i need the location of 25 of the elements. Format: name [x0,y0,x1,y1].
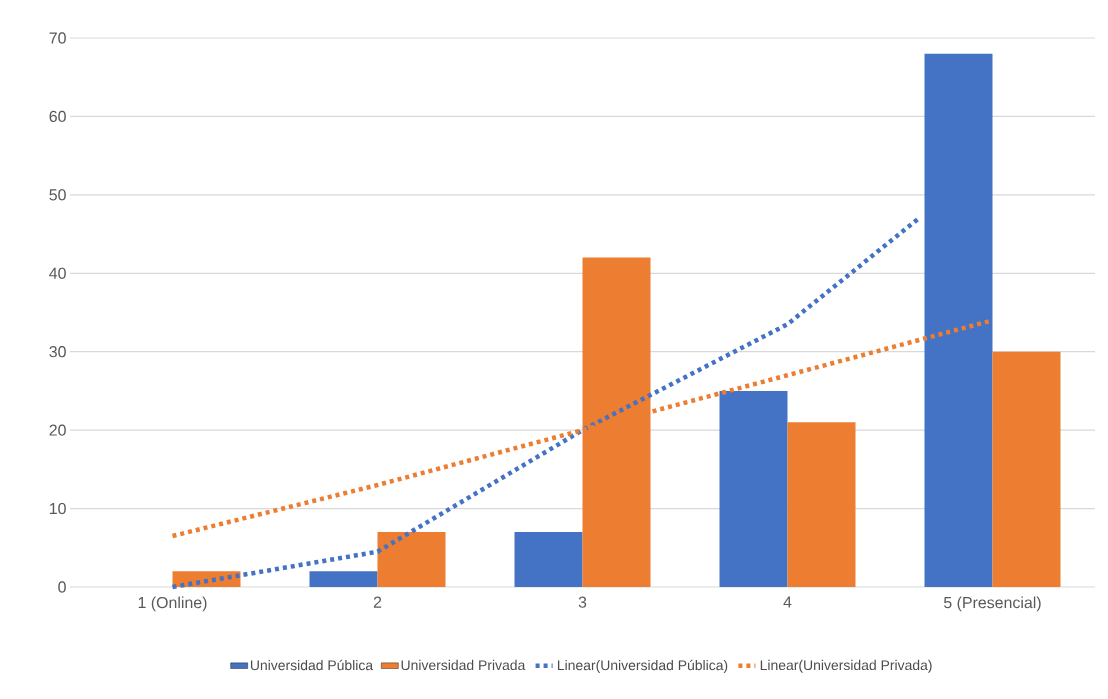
y-tick-label: 30 [49,346,66,358]
y-tick-label: 60 [49,110,66,123]
bar [309,571,378,587]
bar [377,532,446,587]
legend-label: Universidad Privada [401,659,526,671]
y-tick-label: 70 [49,32,66,44]
bar [992,351,1061,587]
x-tick-label: 4 [783,596,792,608]
legend-label: Linear(Universidad Privada) [760,659,932,673]
x-tick-label: 2 [373,596,382,608]
legend-label: Linear(Universidad Pública) [557,659,728,673]
bar [924,53,993,587]
y-tick-label: 0 [58,581,66,593]
bar [787,422,856,587]
bar [719,390,788,587]
x-tick-label: 3 [578,596,587,608]
legend-label: Universidad Pública [250,659,374,671]
y-tick-label: 50 [49,189,66,201]
y-tick-label: 40 [49,267,66,279]
x-tick-label: 1 (Online) [138,596,207,612]
line-series [170,216,921,590]
y-tick-label: 10 [49,502,66,515]
y-tick-label: 20 [49,424,66,436]
bar [514,532,583,587]
x-tick-label: 5 (Presencial) [943,596,1041,612]
